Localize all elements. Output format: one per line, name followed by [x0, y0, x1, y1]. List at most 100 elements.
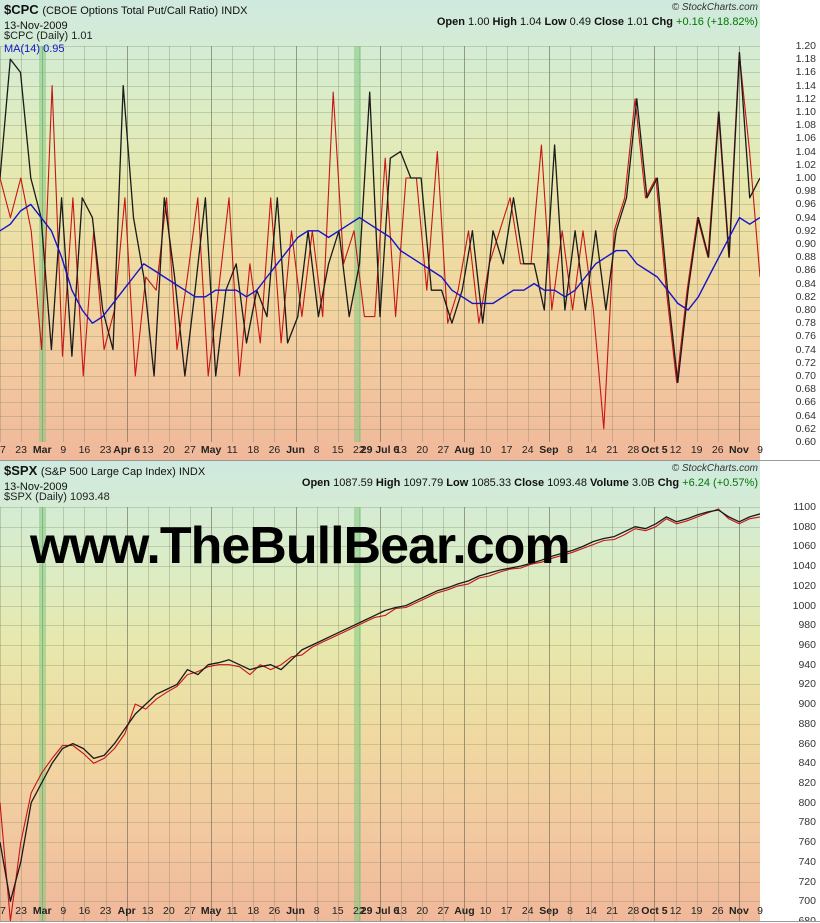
y-axis-tick-label: 0.84 [796, 278, 816, 290]
y-axis-tick-label: 1000 [793, 600, 816, 612]
x-axis-tick-label: 19 [691, 444, 703, 456]
y-axis-tick-label: 1060 [793, 540, 816, 552]
x-axis-tick-label: 12 [670, 444, 682, 456]
spx-axis-bottom: 1723Mar91623Apr132027May111826Jun8152229… [0, 903, 760, 921]
y-axis-tick-label: 700 [798, 895, 816, 907]
x-axis-tick-label: 23 [15, 444, 27, 456]
x-axis-tick-label: 18 [247, 444, 259, 456]
y-axis-tick-label: 1.04 [796, 146, 816, 158]
x-axis-tick-label: 15 [332, 444, 344, 456]
spx-chart-panel: $SPX (S&P 500 Large Cap Index) INDX 13-N… [0, 461, 820, 922]
x-axis-tick-label: May [201, 905, 221, 917]
cpc-title-bold: $CPC [4, 2, 39, 17]
x-axis-tick-label: 10 [480, 905, 492, 917]
x-axis-tick-label: 23 [15, 905, 27, 917]
y-axis-tick-label: 1040 [793, 560, 816, 572]
x-axis-tick-label: Mar [33, 444, 52, 456]
x-axis-tick-label: 26 [712, 444, 724, 456]
y-axis-tick-label: 0.90 [796, 238, 816, 250]
cpc-legend-cpc: $CPC (Daily) 1.01 [4, 30, 93, 43]
y-axis-tick-label: 1.02 [796, 159, 816, 171]
x-axis-tick-label: Sep [539, 905, 558, 917]
x-axis-tick-label: 27 [184, 444, 196, 456]
x-axis-tick-label: 29 Jul 6 [361, 905, 400, 917]
y-axis-tick-label: 0.68 [796, 383, 816, 395]
y-axis-tick-label: 0.60 [796, 436, 816, 448]
x-axis-tick-label: Oct 5 [641, 905, 667, 917]
cpc-legend-ma: MA(14) 0.95 [4, 43, 93, 56]
cpc-credit: © StockCharts.com [672, 2, 758, 13]
x-axis-tick-label: 21 [606, 905, 618, 917]
y-axis-tick-label: 720 [798, 876, 816, 888]
y-axis-tick-label: 980 [798, 619, 816, 631]
y-axis-tick-label: 860 [798, 738, 816, 750]
x-axis-tick-label: 18 [247, 905, 259, 917]
x-axis-tick-label: 17 [501, 444, 513, 456]
y-axis-tick-label: 0.92 [796, 225, 816, 237]
spx-legend-spx: $SPX (Daily) 1093.48 [4, 491, 110, 504]
y-axis-tick-label: 840 [798, 757, 816, 769]
y-axis-tick-label: 0.88 [796, 251, 816, 263]
x-axis-tick-label: 16 [79, 444, 91, 456]
x-axis-tick-label: 29 Jul 6 [361, 444, 400, 456]
y-axis-tick-label: 760 [798, 836, 816, 848]
x-axis-tick-label: Aug [454, 905, 474, 917]
spx-legend: $SPX (Daily) 1093.48 [4, 491, 110, 504]
x-axis-tick-label: 23 [100, 905, 112, 917]
x-axis-tick-label: 17 [501, 905, 513, 917]
x-axis-tick-label: Apr 6 [113, 444, 140, 456]
x-axis-tick-label: Jun [286, 905, 305, 917]
x-axis-tick-label: 12 [670, 905, 682, 917]
y-axis-tick-label: 780 [798, 816, 816, 828]
cpc-title-rest: (CBOE Options Total Put/Call Ratio) INDX [42, 5, 247, 17]
x-axis-tick-label: 13 [395, 444, 407, 456]
x-axis-tick-label: 27 [437, 905, 449, 917]
y-axis-tick-label: 0.72 [796, 357, 816, 369]
y-axis-tick-label: 1.20 [796, 40, 816, 52]
x-axis-tick-label: 28 [627, 905, 639, 917]
x-axis-tick-label: 24 [522, 905, 534, 917]
x-axis-tick-label: 17 [0, 444, 6, 456]
spx-ohlc-row: Open 1087.59 High 1097.79 Low 1085.33 Cl… [302, 477, 758, 489]
y-axis-tick-label: 0.80 [796, 304, 816, 316]
y-axis-tick-label: 1.12 [796, 93, 816, 105]
y-axis-tick-label: 1.06 [796, 132, 816, 144]
y-axis-tick-label: 0.66 [796, 396, 816, 408]
x-axis-tick-label: 8 [314, 905, 320, 917]
x-axis-tick-label: 20 [163, 444, 175, 456]
y-axis-tick-label: 880 [798, 718, 816, 730]
y-axis-tick-label: 1.14 [796, 80, 816, 92]
y-axis-tick-label: 0.98 [796, 185, 816, 197]
x-axis-tick-label: 13 [395, 905, 407, 917]
y-axis-tick-label: 0.74 [796, 344, 816, 356]
cpc-legend: $CPC (Daily) 1.01 MA(14) 0.95 [4, 30, 93, 56]
x-axis-tick-label: 26 [712, 905, 724, 917]
x-axis-tick-label: 15 [332, 905, 344, 917]
x-axis-tick-label: May [201, 444, 221, 456]
y-axis-tick-label: 1.10 [796, 106, 816, 118]
x-axis-tick-label: 26 [269, 444, 281, 456]
y-axis-tick-label: 1.08 [796, 119, 816, 131]
spx-credit: © StockCharts.com [672, 463, 758, 474]
x-axis-tick-label: 27 [437, 444, 449, 456]
y-axis-tick-label: 1.18 [796, 53, 816, 65]
y-axis-tick-label: 0.86 [796, 264, 816, 276]
x-axis-tick-label: Sep [539, 444, 558, 456]
x-axis-tick-label: 8 [567, 444, 573, 456]
y-axis-tick-label: 0.82 [796, 291, 816, 303]
y-axis-tick-label: 0.78 [796, 317, 816, 329]
y-axis-tick-label: 1.16 [796, 66, 816, 78]
watermark-text: www.TheBullBear.com [30, 516, 570, 576]
y-axis-tick-label: 0.70 [796, 370, 816, 382]
x-axis-tick-label: Apr [118, 905, 136, 917]
cpc-axis-bottom: 1723Mar91623Apr 6132027May111826Jun81522… [0, 442, 760, 460]
spx-title-bold: $SPX [4, 463, 37, 478]
x-axis-tick-label: 11 [227, 905, 238, 917]
y-axis-tick-label: 0.94 [796, 212, 816, 224]
y-axis-tick-label: 740 [798, 856, 816, 868]
x-axis-tick-label: 13 [142, 905, 154, 917]
x-axis-tick-label: 11 [227, 444, 238, 456]
y-axis-tick-label: 1080 [793, 521, 816, 533]
y-axis-tick-label: 900 [798, 698, 816, 710]
x-axis-tick-label: 23 [100, 444, 112, 456]
